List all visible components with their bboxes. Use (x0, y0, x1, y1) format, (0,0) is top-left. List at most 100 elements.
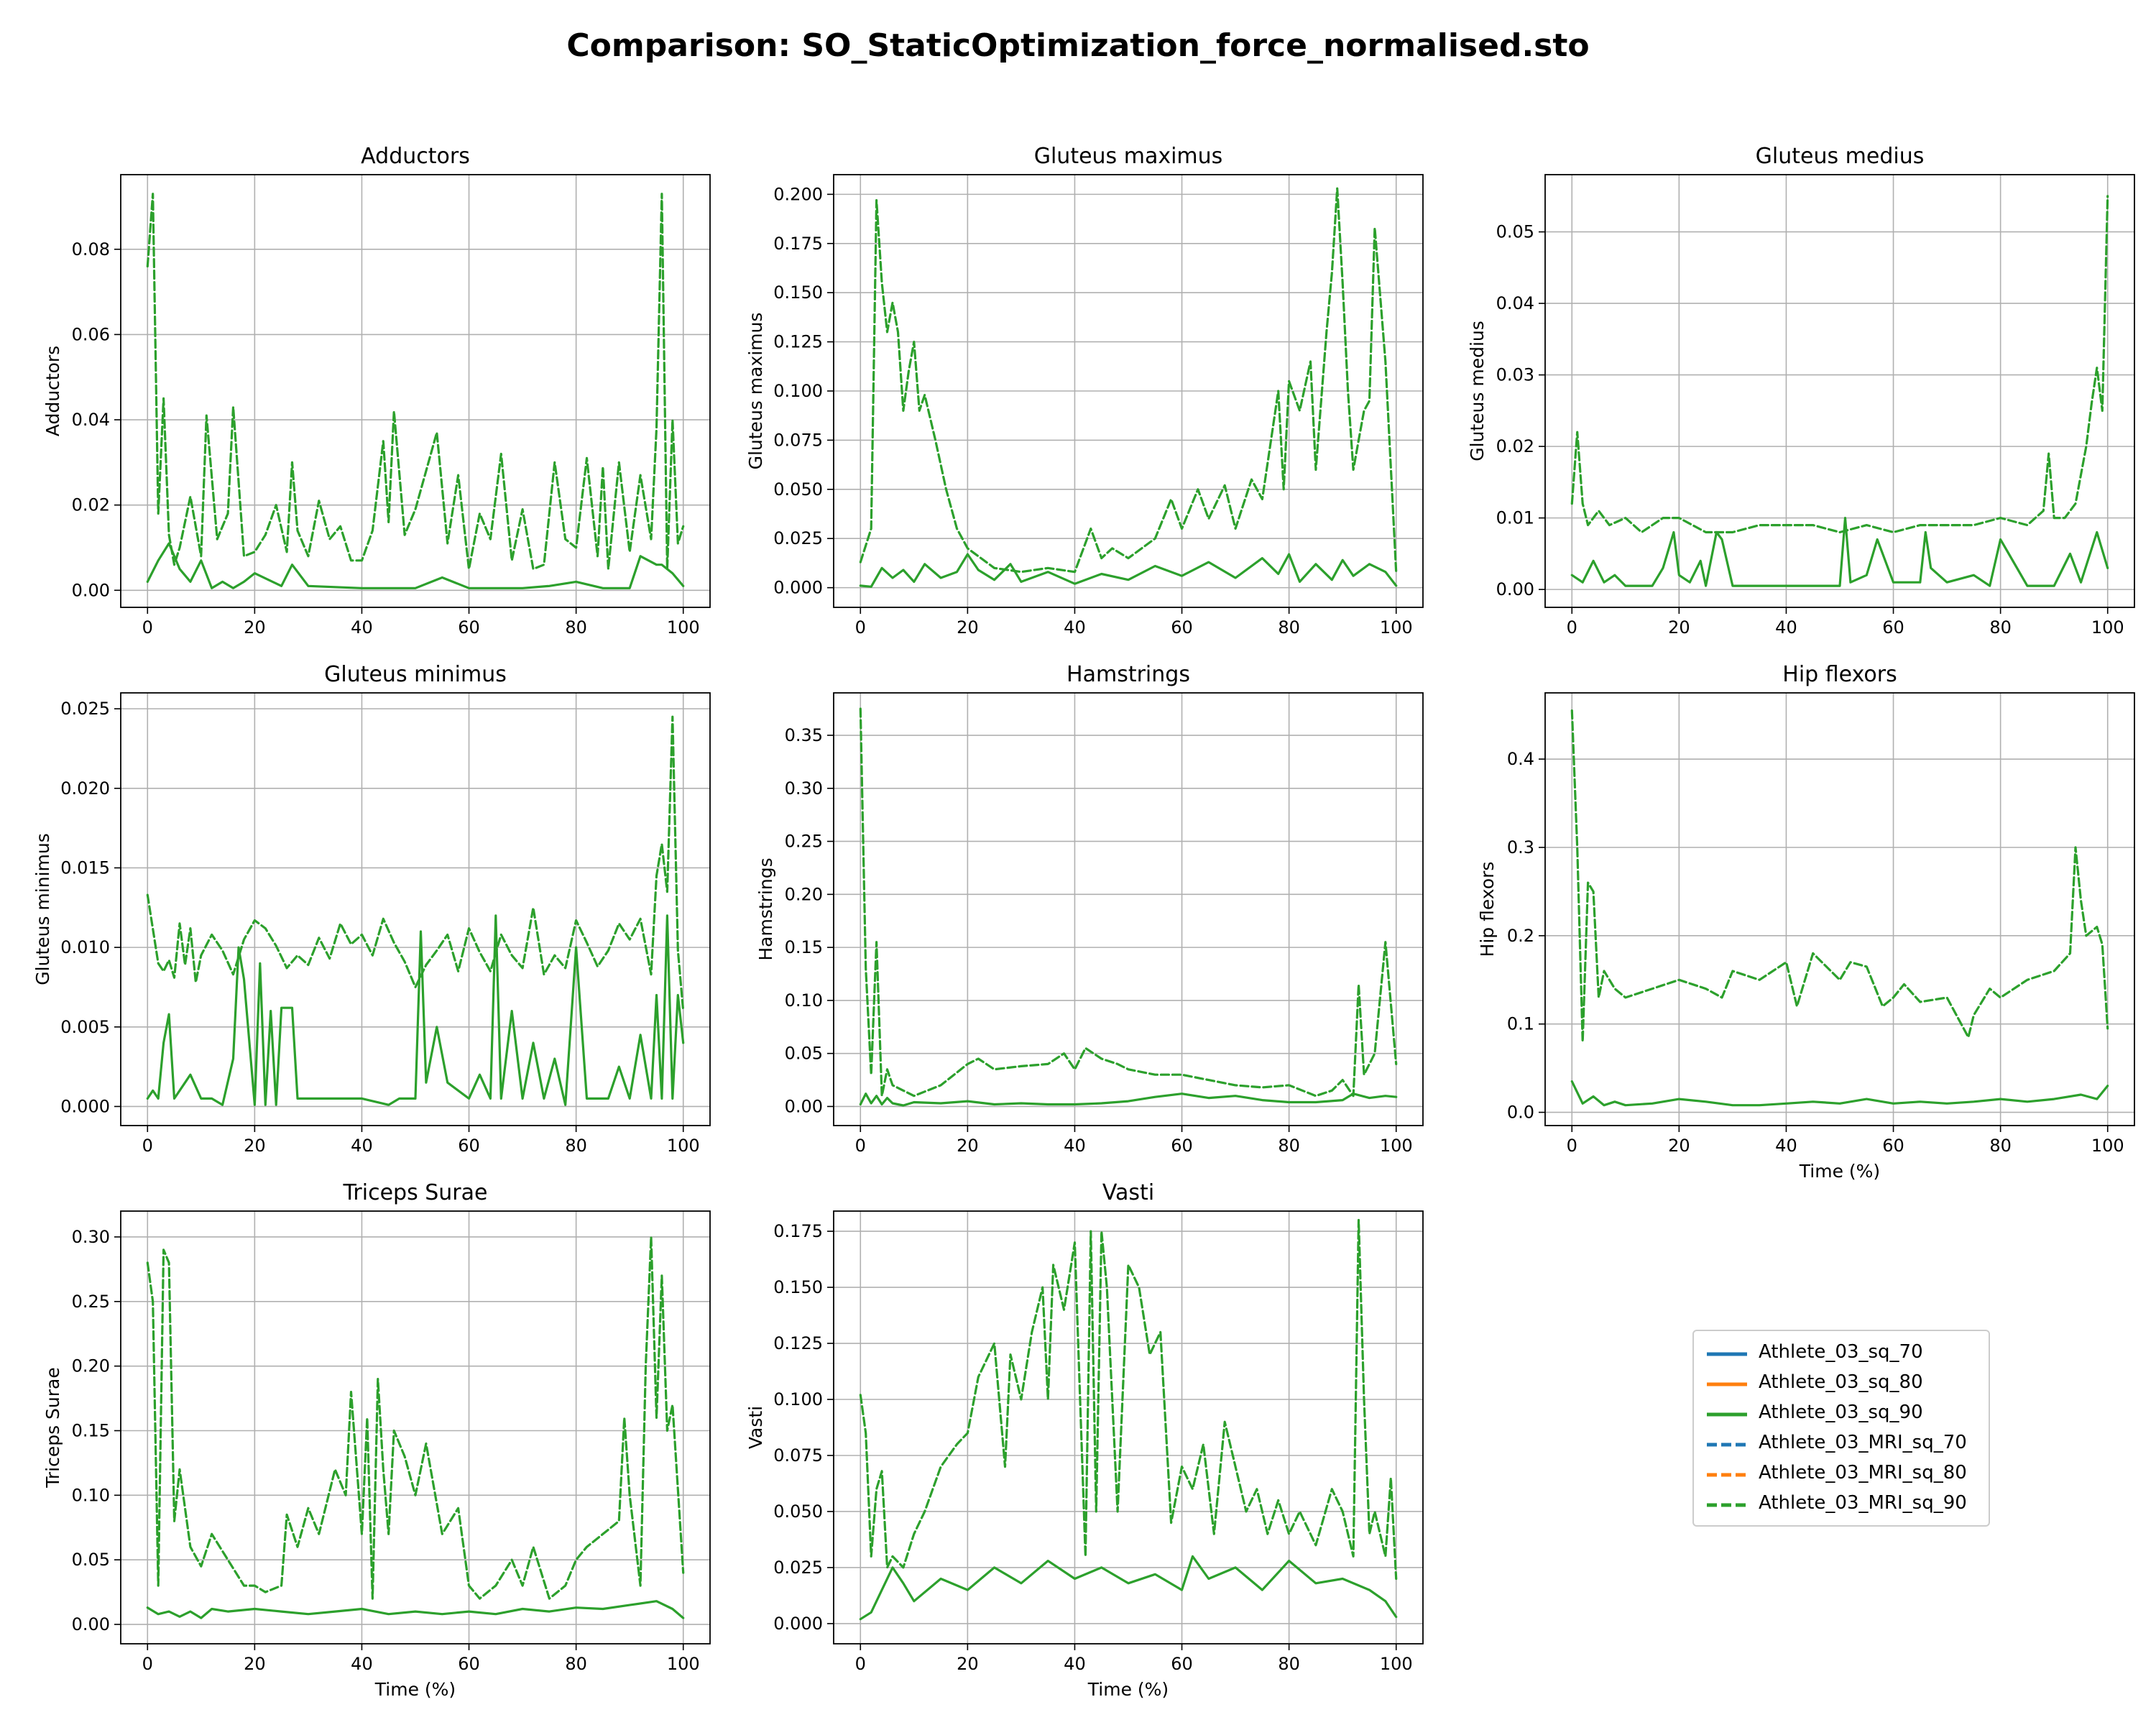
x-tick-label: 60 (1171, 617, 1193, 638)
x-tick-label: 40 (351, 1654, 373, 1674)
y-tick-label: 0.015 (60, 857, 110, 878)
y-tick-label: 0.00 (785, 1096, 823, 1116)
y-axis-label: Gluteus maximus (745, 313, 766, 470)
x-tick-label: 0 (855, 1136, 866, 1156)
y-tick-label: 0.25 (785, 832, 823, 852)
y-tick-label: 0.05 (72, 1550, 110, 1570)
subplot-gluteus-medius: 0 20 40 60 80 100 0.00 0.01 0.02 0.03 0.04 0.05 Glut… (1467, 144, 2135, 638)
x-axis-label: Time (%) (374, 1679, 456, 1700)
axes-frame (833, 1210, 1424, 1644)
y-tick-label: 0.30 (72, 1227, 110, 1247)
series-line-mri-sq-90 (146, 715, 685, 1013)
x-tick-label: 80 (1989, 1136, 2012, 1156)
y-tick-label: 0.050 (773, 479, 823, 500)
y-tick-label: 0.35 (785, 725, 823, 745)
subplot-triceps-surae: 0 20 40 60 80 100 0.00 0.05 0.10 0.15 0.20 0.25 0.30… (42, 1180, 711, 1700)
legend-label: Athlete_03_MRI_sq_90 (1759, 1492, 1967, 1514)
x-tick-label: 80 (565, 617, 587, 638)
x-tick-label: 100 (667, 1654, 700, 1674)
subplot-hip-flexors: 0 20 40 60 80 100 0.0 0.1 0.2 0.3 0.4 Hip flexors Hi… (1477, 662, 2135, 1182)
x-tick-label: 40 (351, 617, 373, 638)
x-tick-label: 100 (1380, 1654, 1413, 1674)
y-tick-label: 0.02 (1496, 436, 1534, 456)
plot-area (121, 1211, 710, 1644)
subplot-title: Hamstrings (1067, 662, 1190, 687)
series-line-sq-90 (859, 553, 1398, 588)
x-tick-label: 100 (1380, 617, 1413, 638)
y-tick-label: 0.06 (72, 324, 110, 344)
series-line-sq-90 (146, 1600, 685, 1619)
y-tick-label: 0.02 (72, 495, 110, 515)
x-tick-label: 0 (855, 1654, 866, 1674)
y-tick-label: 0.08 (72, 239, 110, 259)
y-axis-label: Hamstrings (755, 857, 776, 960)
y-tick-label: 0.00 (72, 580, 110, 600)
y-tick-label: 0.005 (60, 1017, 110, 1037)
series-line-mri-sq-90 (859, 707, 1398, 1098)
x-tick-label: 60 (1882, 1136, 1904, 1156)
legend-label: Athlete_03_MRI_sq_70 (1759, 1432, 1967, 1453)
plot-area (121, 175, 710, 607)
subplot-gluteus-minimus: 0 20 40 60 80 100 0.000 0.005 0.010 0.015 0.020 0.0… (32, 662, 711, 1156)
x-tick-label: 40 (1064, 1654, 1086, 1674)
figure-title: Comparison: SO_StaticOptimization_force_… (566, 27, 1590, 64)
legend-item: Athlete_03_sq_80 (1694, 1370, 1981, 1399)
y-tick-label: 0.125 (773, 332, 823, 352)
y-tick-label: 0.20 (72, 1356, 110, 1376)
x-axis-label: Time (%) (1087, 1679, 1169, 1700)
plot-area (834, 693, 1423, 1126)
x-tick-label: 40 (1064, 617, 1086, 638)
x-tick-label: 100 (2091, 617, 2124, 638)
subplot-hamstrings: 0 20 40 60 80 100 0.00 0.05 0.10 0.15 0.20 0.25 0.30… (755, 662, 1424, 1156)
legend: Athlete_03_sq_70 Athlete_03_sq_80 Athlet… (1692, 1330, 1990, 1527)
y-tick-label: 0.200 (773, 184, 823, 204)
legend-swatch-mri-sq-70 (1707, 1443, 1747, 1447)
x-tick-label: 0 (1567, 1136, 1577, 1156)
y-tick-label: 0.4 (1507, 749, 1534, 769)
x-tick-label: 20 (957, 617, 979, 638)
y-tick-label: 0.30 (785, 778, 823, 799)
x-tick-label: 0 (142, 1136, 153, 1156)
y-tick-label: 0.1 (1507, 1014, 1534, 1034)
x-tick-label: 100 (2091, 1136, 2124, 1156)
y-tick-label: 0.00 (1496, 579, 1534, 599)
subplot-title: Gluteus medius (1756, 144, 1925, 169)
legend-item: Athlete_03_MRI_sq_70 (1694, 1430, 1981, 1459)
x-tick-label: 20 (244, 617, 266, 638)
series-line-mri-sq-90 (859, 1218, 1398, 1581)
series-line-sq-90 (859, 1555, 1398, 1621)
x-tick-label: 60 (1171, 1136, 1193, 1156)
plot-area (121, 693, 710, 1126)
series-line-mri-sq-90 (859, 187, 1398, 574)
x-tick-label: 40 (1775, 617, 1797, 638)
series-line-sq-90 (146, 914, 685, 1106)
y-tick-label: 0.05 (1496, 222, 1534, 242)
axes-frame (120, 692, 711, 1126)
axes-frame (120, 1210, 711, 1644)
legend-item: Athlete_03_MRI_sq_80 (1694, 1460, 1981, 1489)
legend-item: Athlete_03_sq_90 (1694, 1400, 1981, 1429)
y-tick-label: 0.10 (785, 990, 823, 1011)
y-tick-label: 0.020 (60, 778, 110, 799)
series-line-mri-sq-90 (1570, 709, 2109, 1043)
y-tick-label: 0.15 (72, 1420, 110, 1440)
y-axis-label: Triceps Surae (42, 1367, 63, 1488)
y-tick-label: 0.150 (773, 1277, 823, 1297)
x-tick-label: 60 (1882, 617, 1904, 638)
legend-swatch-mri-sq-80 (1707, 1473, 1747, 1477)
y-tick-label: 0.075 (773, 430, 823, 450)
subplot-title: Triceps Surae (343, 1180, 488, 1205)
x-tick-label: 0 (855, 617, 866, 638)
y-tick-label: 0.10 (72, 1485, 110, 1505)
y-axis-label: Gluteus medius (1467, 321, 1488, 461)
x-tick-label: 80 (1278, 617, 1300, 638)
subplot-title: Vasti (1102, 1180, 1154, 1205)
y-tick-label: 0.04 (1496, 293, 1534, 313)
y-tick-label: 0.0 (1507, 1103, 1534, 1123)
x-tick-label: 80 (565, 1654, 587, 1674)
series-line-sq-90 (146, 542, 685, 589)
legend-item: Athlete_03_MRI_sq_90 (1694, 1491, 1981, 1519)
legend-label: Athlete_03_sq_70 (1759, 1341, 1923, 1363)
legend-swatch-sq-70 (1707, 1352, 1747, 1356)
subplot-title: Gluteus minimus (324, 662, 507, 687)
